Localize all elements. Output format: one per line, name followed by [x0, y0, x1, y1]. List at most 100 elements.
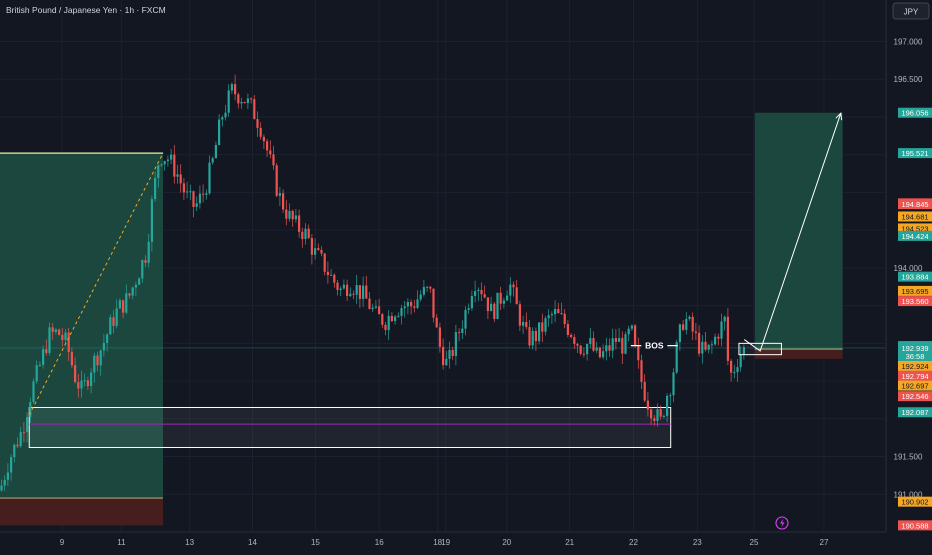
candle-body — [493, 303, 496, 319]
price-label-bg — [898, 107, 932, 118]
candle-body — [406, 301, 409, 307]
price-label: 193.695 — [901, 287, 928, 296]
candle-body — [678, 324, 681, 343]
lightning-icon[interactable] — [775, 516, 789, 530]
candle-body — [448, 349, 451, 359]
price-label: 194.523 — [901, 224, 928, 233]
candle-body — [509, 284, 512, 296]
candle-body — [579, 345, 582, 354]
candle-body — [586, 344, 589, 355]
candle-body — [342, 284, 345, 289]
candle-body — [282, 193, 285, 210]
candle-body — [682, 324, 685, 330]
demand-zone-box[interactable] — [28, 406, 672, 448]
time-axis[interactable]: 9 11 13 14 15 16 18 19 20 21 22 23 25 27 — [0, 531, 932, 550]
price-label-bg — [898, 370, 932, 381]
bos-label-bg — [641, 339, 668, 352]
candle-body — [525, 321, 528, 328]
currency-button[interactable]: JPY — [892, 2, 930, 20]
left-stop-zone[interactable] — [0, 498, 164, 526]
entry-box[interactable] — [738, 342, 782, 356]
candle-body — [499, 292, 502, 304]
candle-body — [227, 90, 230, 113]
candle-body — [134, 284, 137, 288]
time-tick-label: 13 — [185, 538, 194, 547]
candle-body — [314, 248, 317, 255]
candle-body — [477, 290, 480, 292]
price-label-bg — [898, 230, 932, 241]
candle-body — [403, 306, 406, 309]
annotations[interactable]: BOS — [28, 112, 843, 416]
candle-body — [74, 365, 77, 383]
candle-body — [541, 322, 544, 332]
price-label-bg — [898, 148, 932, 159]
candle-body — [710, 344, 713, 346]
candle-body — [317, 248, 320, 250]
candle-body — [262, 136, 265, 142]
candle-body — [528, 327, 531, 346]
candle-body — [102, 342, 105, 351]
drawings[interactable] — [0, 112, 886, 526]
candle-body — [112, 317, 115, 326]
candle-body — [234, 84, 237, 95]
price-axis[interactable]: 197.000 196.500 194.000 191.500 191.000 196.0… — [885, 0, 932, 532]
candle-body — [230, 84, 233, 91]
candle-body — [29, 401, 32, 418]
candle-body — [160, 164, 163, 166]
candle-body — [45, 349, 48, 353]
candle-body — [182, 183, 185, 193]
price-label: 190.588 — [901, 521, 928, 530]
trend-line[interactable] — [28, 152, 164, 416]
candle-body — [259, 127, 262, 137]
candle-body — [333, 274, 336, 283]
candle-body — [698, 332, 701, 354]
price-label-bg — [898, 296, 932, 307]
candle-body — [355, 285, 358, 295]
time-tick-label: 11 — [117, 538, 126, 547]
projection-arrow[interactable] — [743, 113, 842, 352]
price-label-bg — [898, 496, 932, 507]
price-label: 193.884 — [901, 273, 928, 282]
candle-body — [3, 479, 6, 486]
candle-body — [544, 318, 547, 332]
candle-body — [13, 444, 16, 458]
candle-body — [662, 415, 665, 417]
candle-body — [138, 278, 141, 285]
candle-body — [80, 380, 83, 389]
candle-body — [179, 174, 182, 184]
price-label: 196.056 — [901, 109, 928, 118]
candle-body — [378, 306, 381, 315]
candle-body — [19, 432, 22, 447]
candle-body — [237, 94, 240, 104]
price-tick-label: 194.000 — [894, 264, 923, 273]
price-label: 192.087 — [901, 408, 928, 417]
time-tick-label: 16 — [375, 538, 384, 547]
candle-body — [518, 304, 521, 326]
candle-body — [611, 338, 614, 351]
price-label: 190.902 — [901, 498, 928, 507]
candle-body — [285, 209, 288, 219]
price-label: 192.924 — [901, 362, 928, 371]
candle-body — [58, 329, 61, 336]
candle-body — [128, 293, 131, 296]
candle-body — [381, 314, 384, 325]
candle-body — [38, 364, 41, 366]
candle-body — [595, 347, 598, 351]
candle-body — [454, 332, 457, 357]
candle-body — [48, 327, 51, 353]
candle-body — [643, 381, 646, 401]
candle-body — [118, 300, 121, 309]
candle-body — [742, 347, 745, 355]
candle-body — [714, 336, 717, 345]
candle-body — [144, 260, 147, 263]
right-stop-zone[interactable] — [754, 349, 843, 359]
candle-body — [90, 372, 93, 387]
candle-body — [701, 341, 704, 354]
time-tick-label: 22 — [629, 538, 638, 547]
price-label-bg — [898, 520, 932, 531]
candle-body — [672, 372, 675, 396]
candle-body — [410, 301, 413, 307]
candle-body — [413, 306, 416, 308]
